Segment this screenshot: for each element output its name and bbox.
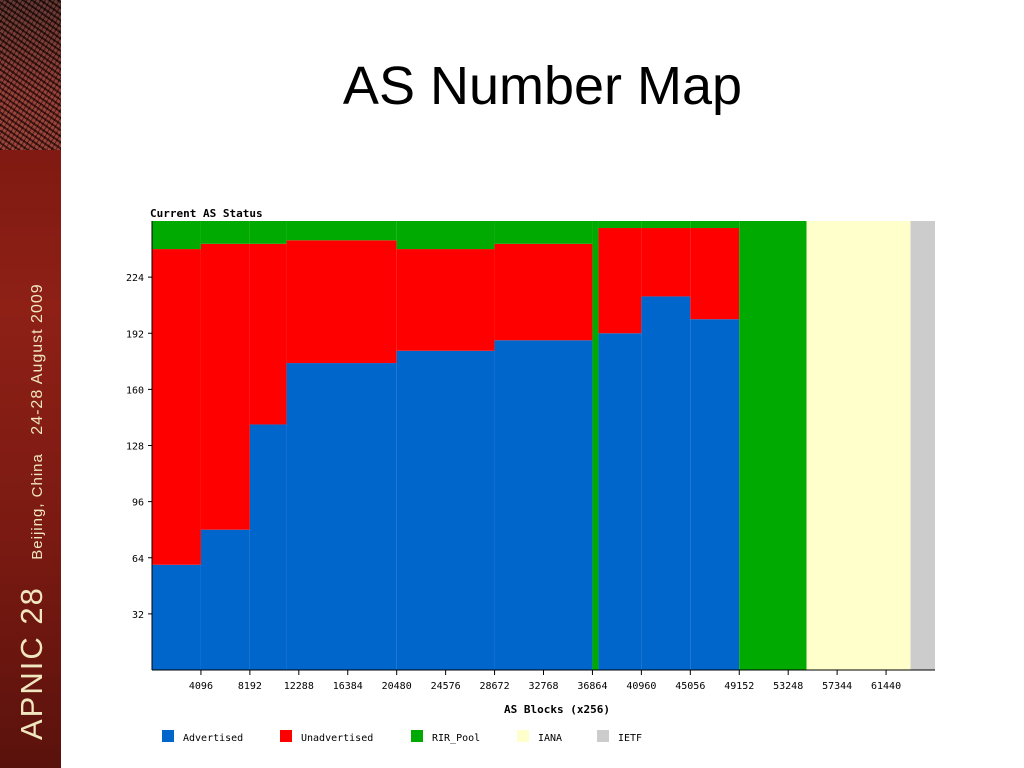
x-tick-label: 24576: [431, 681, 461, 692]
bar-advertised: [690, 319, 740, 670]
legend-swatch-unadvertised: [280, 730, 292, 742]
bar-advertised: [152, 564, 201, 670]
slide-title: AS Number Map: [342, 56, 743, 116]
conference-sidebar: APNIC 28 Beijing, China 24-28 August 200…: [0, 0, 61, 768]
x-tick-label: 16384: [333, 681, 363, 692]
legend-label: IANA: [538, 733, 562, 744]
event-dates: 24-28 August 2009: [29, 283, 46, 435]
bar-advertised: [200, 529, 250, 670]
x-tick-label: 53248: [773, 681, 803, 692]
y-tick-label: 160: [126, 385, 144, 396]
bar-rir-pool: [396, 221, 495, 250]
x-tick-label: 45056: [675, 681, 705, 692]
bar-rir-pool: [598, 221, 642, 229]
bar-rir-pool: [200, 221, 250, 244]
bar-rir-pool: [592, 221, 599, 670]
bar-advertised: [598, 333, 642, 670]
x-tick-label: 61440: [871, 681, 901, 692]
bar-unadvertised: [494, 243, 593, 341]
legend-swatch-advertised: [162, 730, 174, 742]
sidebar-caption: APNIC 28 Beijing, China 24-28 August 200…: [14, 180, 49, 740]
y-tick-label: 96: [132, 498, 144, 509]
bar-unadvertised: [152, 249, 201, 565]
x-tick-label: 28672: [480, 681, 510, 692]
y-tick-label: 128: [126, 442, 144, 453]
bar-unadvertised: [396, 249, 495, 351]
x-tick-label: 12288: [284, 681, 314, 692]
legend-swatch-iana: [517, 730, 529, 742]
bar-rir-pool: [249, 221, 287, 244]
bar-unadvertised: [690, 228, 740, 320]
legend-label: Unadvertised: [301, 733, 373, 744]
event-name: APNIC 28: [14, 586, 49, 740]
sidebar-photo-texture: [0, 0, 61, 150]
bar-ietf: [910, 221, 935, 670]
y-tick-label: 192: [126, 329, 144, 340]
bar-unadvertised: [641, 228, 691, 297]
bar-rir-pool: [152, 221, 201, 250]
bar-advertised: [494, 340, 593, 670]
bar-rir-pool: [739, 221, 807, 670]
bar-unadvertised: [249, 243, 287, 425]
bar-advertised: [286, 363, 397, 670]
legend-label: IETF: [618, 733, 642, 744]
legend-swatch-ietf: [597, 730, 609, 742]
x-tick-label: 8192: [238, 681, 262, 692]
x-tick-label: 32768: [528, 681, 558, 692]
bar-rir-pool: [494, 221, 593, 244]
x-tick-label: 57344: [822, 681, 852, 692]
bar-rir-pool: [641, 221, 691, 229]
bar-rir-pool: [286, 221, 397, 241]
bar-advertised: [249, 424, 287, 670]
bar-rir-pool: [690, 221, 740, 229]
x-tick-label: 49152: [724, 681, 754, 692]
bar-advertised: [641, 296, 691, 670]
chart-legend: Advertised Unadvertised RIR_Pool IANA IETF: [162, 730, 642, 744]
y-tick-label: 32: [132, 610, 144, 621]
x-tick-label: 20480: [382, 681, 412, 692]
chart-bars: [152, 221, 935, 670]
x-tick-label: 4096: [189, 681, 213, 692]
legend-label: RIR_Pool: [432, 733, 480, 744]
chart-title: Current AS Status: [150, 207, 263, 220]
chart-axes: 32 64 96 128 160 192 224 4096 8192 12288 16384 2048…: [126, 221, 935, 692]
event-place: Beijing, China: [29, 453, 46, 560]
as-status-chart: Current AS Status 32 64 96 128 160 192 224 4096…: [126, 207, 935, 744]
bar-unadvertised: [200, 243, 250, 530]
bar-iana: [806, 221, 911, 670]
bar-unadvertised: [286, 240, 397, 364]
y-tick-label: 224: [126, 273, 144, 284]
x-tick-label: 36864: [577, 681, 607, 692]
bar-unadvertised: [598, 228, 642, 334]
legend-swatch-rir-pool: [411, 730, 423, 742]
y-tick-label: 64: [132, 554, 144, 565]
bar-advertised: [396, 350, 495, 670]
x-tick-label: 40960: [626, 681, 656, 692]
x-axis-label: AS Blocks (x256): [504, 703, 610, 716]
legend-label: Advertised: [183, 733, 243, 744]
